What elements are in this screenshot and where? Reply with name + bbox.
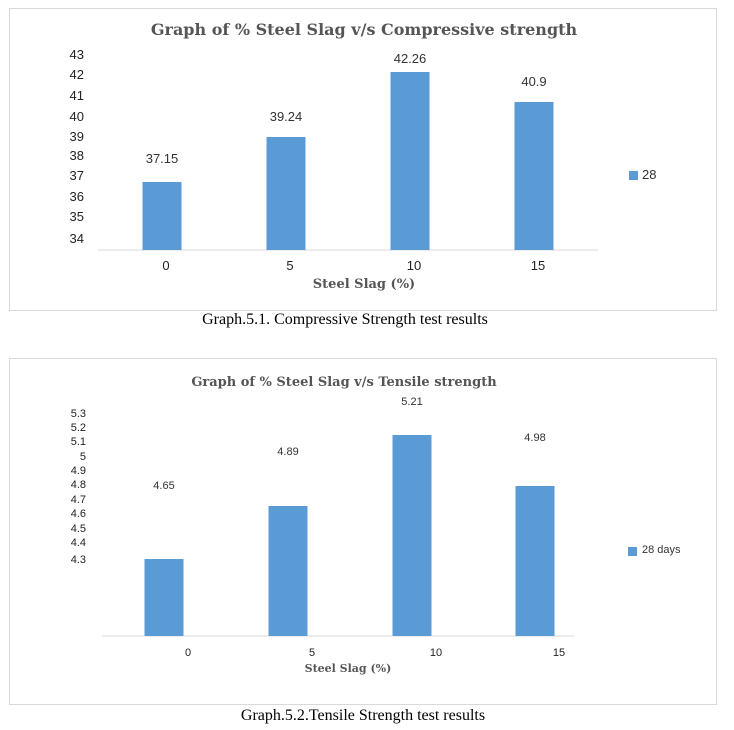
y-tick-label: 41: [70, 88, 84, 103]
data-label: 37.15: [146, 151, 179, 166]
y-tick-label: 39: [70, 129, 84, 144]
data-label: 4.89: [277, 446, 298, 458]
y-tick-label: 42: [70, 67, 84, 82]
y-tick-label: 37: [70, 168, 84, 183]
y-tick-label: 38: [70, 148, 84, 163]
bar: [390, 72, 430, 250]
x-tick-label: 10: [407, 258, 421, 273]
chart-tensile-frame: Graph of % Steel Slag v/s Tensile streng…: [9, 358, 717, 705]
bar: [144, 559, 184, 636]
x-tick-label: 15: [531, 258, 545, 273]
x-tick-label: 0: [185, 647, 191, 659]
x-axis-label: Steel Slag (%): [313, 277, 415, 292]
chart-title: Graph of % Steel Slag v/s Compressive st…: [151, 20, 578, 39]
y-tick-label: 5.3: [71, 408, 86, 420]
x-tick-label: 5: [309, 647, 315, 659]
y-tick-label: 4.5: [71, 523, 86, 535]
legend-entry: 28 days: [642, 544, 681, 556]
x-tick-label: 0: [162, 258, 169, 273]
chart-title: Graph of % Steel Slag v/s Tensile streng…: [191, 375, 497, 390]
y-tick-label: 40: [70, 109, 84, 124]
chart-compressive-frame: Graph of % Steel Slag v/s Compressive st…: [9, 8, 717, 311]
y-tick-label: 35: [70, 209, 84, 224]
bar: [268, 506, 308, 636]
y-tick-label: 36: [70, 189, 84, 204]
chart-caption-compressive: Graph.5.1. Compressive Strength test res…: [202, 311, 488, 328]
y-tick-label: 4.4: [71, 537, 86, 549]
y-tick-label: 4.6: [71, 508, 86, 520]
bar: [514, 102, 554, 250]
x-tick-label: 15: [553, 647, 565, 659]
y-tick-label: 4.7: [71, 494, 86, 506]
bar: [266, 137, 306, 250]
data-label: 42.26: [394, 51, 427, 66]
y-tick-label: 5.1: [71, 436, 86, 448]
data-label: 4.98: [524, 432, 545, 444]
x-tick-label: 10: [430, 647, 442, 659]
y-tick-label: 5: [80, 451, 86, 463]
data-label: 5.21: [401, 396, 422, 408]
data-label: 39.24: [270, 109, 303, 124]
y-tick-label: 34: [70, 231, 84, 246]
y-tick-label: 4.3: [71, 554, 86, 566]
y-tick-label: 4.9: [71, 465, 86, 477]
y-tick-label: 4.8: [71, 479, 86, 491]
bar: [392, 435, 432, 636]
bar: [142, 182, 182, 250]
data-label: 4.65: [153, 480, 174, 492]
chart-caption-tensile: Graph.5.2.Tensile Strength test results: [240, 707, 486, 724]
bar: [515, 486, 555, 636]
x-tick-label: 5: [286, 258, 293, 273]
legend-entry: 28: [642, 167, 656, 182]
chart-compressive: Graph of % Steel Slag v/s Compressive st…: [70, 20, 657, 292]
data-label: 40.9: [521, 74, 546, 89]
y-tick-label: 43: [70, 47, 84, 62]
legend-swatch: [629, 171, 638, 180]
legend-swatch: [628, 547, 637, 556]
chart-tensile: Graph of % Steel Slag v/s Tensile streng…: [71, 375, 681, 675]
y-tick-label: 5.2: [71, 422, 86, 434]
x-axis-label: Steel Slag (%): [305, 662, 392, 675]
